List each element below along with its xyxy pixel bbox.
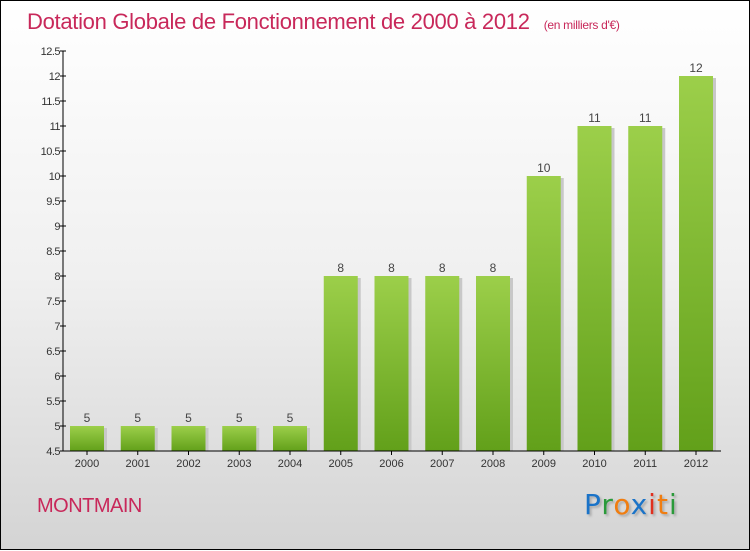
logo-letter: i xyxy=(648,488,657,521)
logo-letter: r xyxy=(601,488,614,521)
data-label: 8 xyxy=(439,261,446,275)
logo-letter: o xyxy=(613,488,631,521)
y-tick-label: 5.5 xyxy=(46,396,60,408)
bar xyxy=(273,426,307,451)
bar xyxy=(526,176,561,451)
bar xyxy=(222,426,257,451)
x-tick-label: 2004 xyxy=(278,458,302,470)
data-label: 12 xyxy=(689,61,703,75)
bar xyxy=(171,426,206,451)
y-tick-label: 9.5 xyxy=(46,196,60,208)
x-tick-label: 2005 xyxy=(329,458,353,470)
bar xyxy=(577,126,612,451)
x-tick-label: 2010 xyxy=(582,458,606,470)
x-tick-label: 2008 xyxy=(481,458,505,470)
data-label: 8 xyxy=(490,261,497,275)
x-tick-label: 2006 xyxy=(379,458,403,470)
logo-letter: t xyxy=(656,488,669,521)
x-tick-label: 2001 xyxy=(126,458,150,470)
x-tick-label: 2011 xyxy=(633,458,657,470)
data-label: 5 xyxy=(84,411,91,425)
bar xyxy=(425,276,460,451)
x-tick-label: 2003 xyxy=(227,458,251,470)
y-tick-label: 4.5 xyxy=(46,446,60,458)
data-label: 10 xyxy=(537,161,551,175)
proxiti-logo: Proxiti xyxy=(584,488,678,521)
logo-letter: x xyxy=(630,488,649,521)
y-tick-label: 7 xyxy=(54,321,60,333)
bar xyxy=(70,426,104,451)
y-tick-label: 8 xyxy=(54,271,60,283)
data-label: 8 xyxy=(337,261,344,275)
bar xyxy=(323,276,358,451)
data-label: 11 xyxy=(639,111,652,125)
y-tick-label: 9 xyxy=(54,221,60,233)
x-tick-label: 2000 xyxy=(75,458,99,470)
title-text: Dotation Globale de Fonctionnement de 20… xyxy=(27,9,530,34)
bar xyxy=(120,426,155,451)
y-tick-label: 5 xyxy=(54,421,60,433)
bar xyxy=(628,126,663,451)
data-label: 8 xyxy=(388,261,395,275)
y-tick-label: 12 xyxy=(49,71,61,83)
y-tick-label: 10.5 xyxy=(41,146,61,158)
chart-title: Dotation Globale de Fonctionnement de 20… xyxy=(27,9,620,35)
logo-letter: i xyxy=(668,488,678,521)
x-tick-label: 2007 xyxy=(430,458,454,470)
y-tick-label: 11 xyxy=(50,121,61,133)
data-label: 5 xyxy=(236,411,243,425)
y-tick-label: 12.5 xyxy=(41,46,61,58)
y-tick-label: 11.5 xyxy=(41,96,60,108)
y-tick-label: 6 xyxy=(54,371,60,383)
x-tick-label: 2009 xyxy=(532,458,556,470)
bar xyxy=(374,276,409,451)
y-tick-label: 7.5 xyxy=(46,296,60,308)
data-label: 11 xyxy=(588,111,601,125)
town-name: MONTMAIN xyxy=(37,495,142,517)
bar xyxy=(679,76,713,451)
bar xyxy=(476,276,510,451)
logo-letter: P xyxy=(584,488,602,521)
data-label: 5 xyxy=(134,411,141,425)
unit-label: (en milliers d'€) xyxy=(543,18,620,32)
y-tick-label: 8.5 xyxy=(46,246,60,258)
data-label: 5 xyxy=(185,411,192,425)
y-tick-label: 10 xyxy=(49,171,61,183)
x-tick-label: 2002 xyxy=(176,458,200,470)
data-label: 5 xyxy=(287,411,294,425)
x-tick-label: 2012 xyxy=(684,458,708,470)
y-tick-label: 6.5 xyxy=(46,346,60,358)
